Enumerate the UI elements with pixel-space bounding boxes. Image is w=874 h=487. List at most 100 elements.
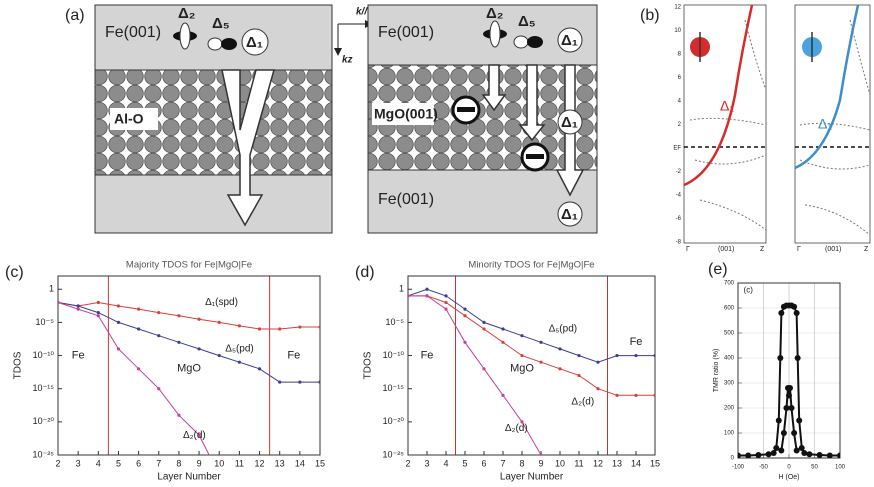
x-tick-label: 3: [424, 458, 429, 468]
point: [783, 405, 790, 411]
y-tick-label: 200: [724, 406, 735, 412]
series-label: Δ₂(d): [183, 430, 206, 441]
x-label: Z: [864, 246, 869, 253]
point: [837, 452, 840, 458]
point: [615, 393, 619, 397]
y-tick-label: 400: [724, 356, 735, 362]
x-tick-label: 2: [55, 458, 60, 468]
point: [137, 307, 141, 311]
point: [520, 353, 524, 358]
point: [596, 360, 600, 364]
annotation: (c): [744, 286, 754, 295]
y-label: 8: [678, 52, 682, 58]
point: [425, 294, 429, 298]
point: [634, 393, 638, 397]
point: [177, 340, 181, 344]
x-tick-label: 12: [593, 458, 603, 468]
point: [197, 433, 201, 437]
x-tick-label: 10: [555, 458, 565, 468]
point: [177, 314, 181, 318]
axis-arrows: [334, 20, 373, 56]
y-axis-label: TDOS: [13, 351, 24, 379]
x-label: (001): [825, 246, 841, 253]
series: [738, 302, 840, 458]
point: [116, 347, 121, 351]
x-tick-label: 9: [538, 458, 543, 468]
point: [770, 450, 777, 456]
series-label: Δ₂(d): [505, 423, 528, 434]
y-tick-label: 10⁻⁵: [386, 317, 405, 327]
point: [793, 310, 800, 316]
x-tick-label: 15: [315, 458, 325, 468]
orbital-label: Δ₅: [518, 13, 536, 30]
point: [786, 392, 792, 399]
series-line: [408, 288, 655, 363]
x-tick-label: 6: [136, 458, 141, 468]
point: [539, 360, 543, 364]
series: [58, 300, 210, 455]
y-tick-label: 10⁻¹⁰: [383, 350, 405, 360]
point: [76, 307, 80, 311]
y-tick-label: 10⁻²⁵: [33, 449, 55, 459]
point: [298, 325, 302, 329]
point: [482, 367, 486, 371]
axis-label: k//: [356, 7, 368, 18]
point: [197, 317, 201, 321]
plot-frame: [407, 275, 656, 456]
point: [826, 452, 833, 458]
point: [615, 353, 619, 358]
x-tick-label: -100: [732, 465, 745, 471]
x-tick-label: 6: [481, 458, 486, 468]
point: [237, 324, 241, 328]
x-axis-label: H (Oe): [779, 474, 800, 481]
point: [798, 445, 805, 451]
point: [425, 287, 429, 291]
series-label: Δ₅(pd): [549, 324, 578, 335]
x-tick-label: 8: [176, 458, 181, 468]
orbital-label: Δ₂: [486, 5, 503, 22]
y-label: 10: [674, 28, 681, 34]
point: [257, 367, 262, 371]
annotation: Fe: [630, 336, 643, 348]
x-axis-label: Layer Number: [157, 472, 221, 483]
point: [778, 310, 785, 316]
point: [796, 417, 803, 424]
point: [96, 300, 100, 305]
y-label: 2: [678, 122, 682, 128]
point: [444, 307, 448, 311]
point: [482, 327, 486, 331]
x-tick-label: 12: [255, 458, 265, 468]
x-axis-label: Layer Number: [500, 472, 564, 483]
point: [801, 450, 808, 456]
x-tick-label: 100: [835, 465, 846, 471]
point: [58, 300, 60, 305]
annotation: MgO: [510, 363, 534, 375]
x-label: Z: [760, 246, 765, 253]
orbital-label: Δ₁: [561, 114, 578, 131]
point: [278, 380, 282, 384]
point: [558, 347, 562, 351]
y-label: -4: [676, 193, 682, 199]
point: [408, 294, 410, 298]
point: [794, 355, 801, 361]
y-label: EF: [673, 146, 681, 152]
x-tick-label: 5: [462, 458, 467, 468]
point: [157, 334, 161, 338]
point: [806, 451, 813, 458]
point: [96, 314, 100, 318]
point: [765, 451, 772, 458]
series-label: Δ₅(pd): [225, 344, 254, 355]
y-tick-label: 300: [724, 381, 735, 387]
point: [116, 304, 121, 308]
barrier-label: Al-O: [114, 111, 144, 127]
point: [775, 417, 782, 424]
metal-label: Fe(001): [378, 191, 434, 208]
curve-label: Δ₁: [818, 116, 832, 132]
series: [408, 294, 543, 455]
point: [816, 452, 823, 458]
series-label: Δ₂(d): [571, 397, 594, 408]
series: [778, 385, 800, 454]
point: [577, 353, 581, 358]
point: [520, 334, 524, 338]
